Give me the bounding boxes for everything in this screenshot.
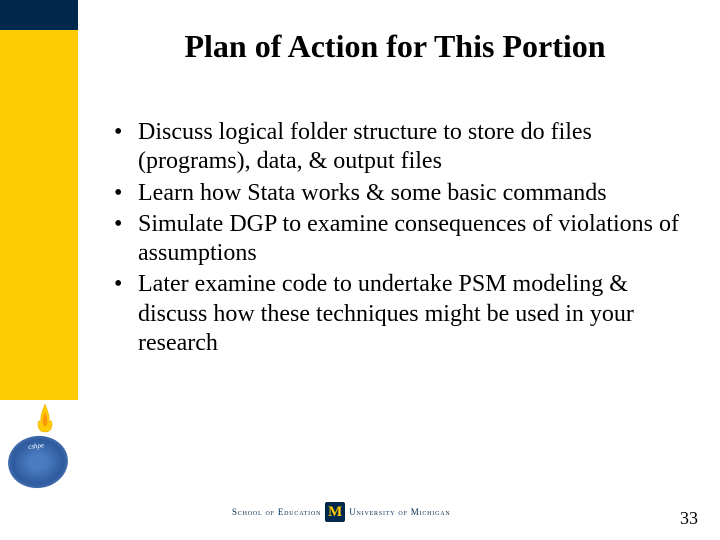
- footer-school-text: School of Education: [232, 507, 321, 517]
- sidebar-navy-block: [0, 0, 78, 30]
- bullet-list: Discuss logical folder structure to stor…: [110, 118, 680, 360]
- footer-university-text: University of Michigan: [349, 507, 450, 517]
- list-item: Simulate DGP to examine consequences of …: [110, 210, 680, 269]
- list-item: Discuss logical folder structure to stor…: [110, 118, 680, 177]
- list-item: Later examine code to undertake PSM mode…: [110, 270, 680, 358]
- page-number: 33: [680, 508, 698, 529]
- flame-icon: [36, 404, 54, 434]
- michigan-m-icon: M: [325, 502, 345, 522]
- footer: School of Education M University of Mich…: [0, 499, 720, 535]
- logo-text: cshpe: [8, 440, 68, 488]
- footer-logo: School of Education M University of Mich…: [232, 502, 451, 522]
- page-title: Plan of Action for This Portion: [115, 28, 675, 65]
- sidebar-gold-block: [0, 30, 78, 400]
- sidebar: cshpe: [0, 0, 78, 540]
- cshpe-logo: cshpe: [0, 398, 90, 498]
- list-item: Learn how Stata works & some basic comma…: [110, 179, 680, 208]
